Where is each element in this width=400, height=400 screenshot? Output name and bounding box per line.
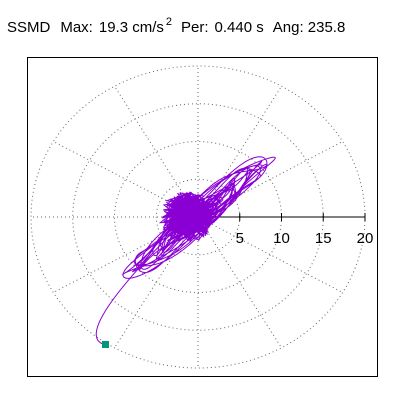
period-value: 0.440 s [214, 19, 264, 36]
response-header: SSMD Max: 19.3 cm/s 2 Per: 0.440 s Ang: 235.8 [7, 16, 346, 38]
radial-axis: 5 10 15 20 [198, 213, 373, 247]
radial-tick-label-15: 15 [315, 230, 332, 247]
radial-tick-label-10: 10 [273, 230, 290, 247]
max-label: Max: [60, 19, 93, 36]
grid-spoke-330 [197, 216, 343, 293]
record-title: SSMD [7, 19, 51, 36]
max-unit-exponent: 2 [165, 16, 173, 28]
max-value: 19.3 cm/s [98, 19, 164, 36]
polar-plot: 5 10 15 20 [30, 65, 373, 369]
motion-trace [95, 156, 276, 346]
radial-tick-label-5: 5 [236, 230, 244, 247]
radial-tick-label-20: 20 [357, 230, 374, 247]
angle-readout: Ang: 235.8 [272, 19, 346, 36]
trajectory-core [158, 191, 218, 244]
period-label: Per: [181, 19, 209, 36]
end-marker [102, 341, 109, 348]
polar-plot-frame: 5 10 15 20 [27, 57, 378, 377]
trajectory-tail [95, 226, 179, 346]
end-marker-layer [102, 341, 109, 348]
